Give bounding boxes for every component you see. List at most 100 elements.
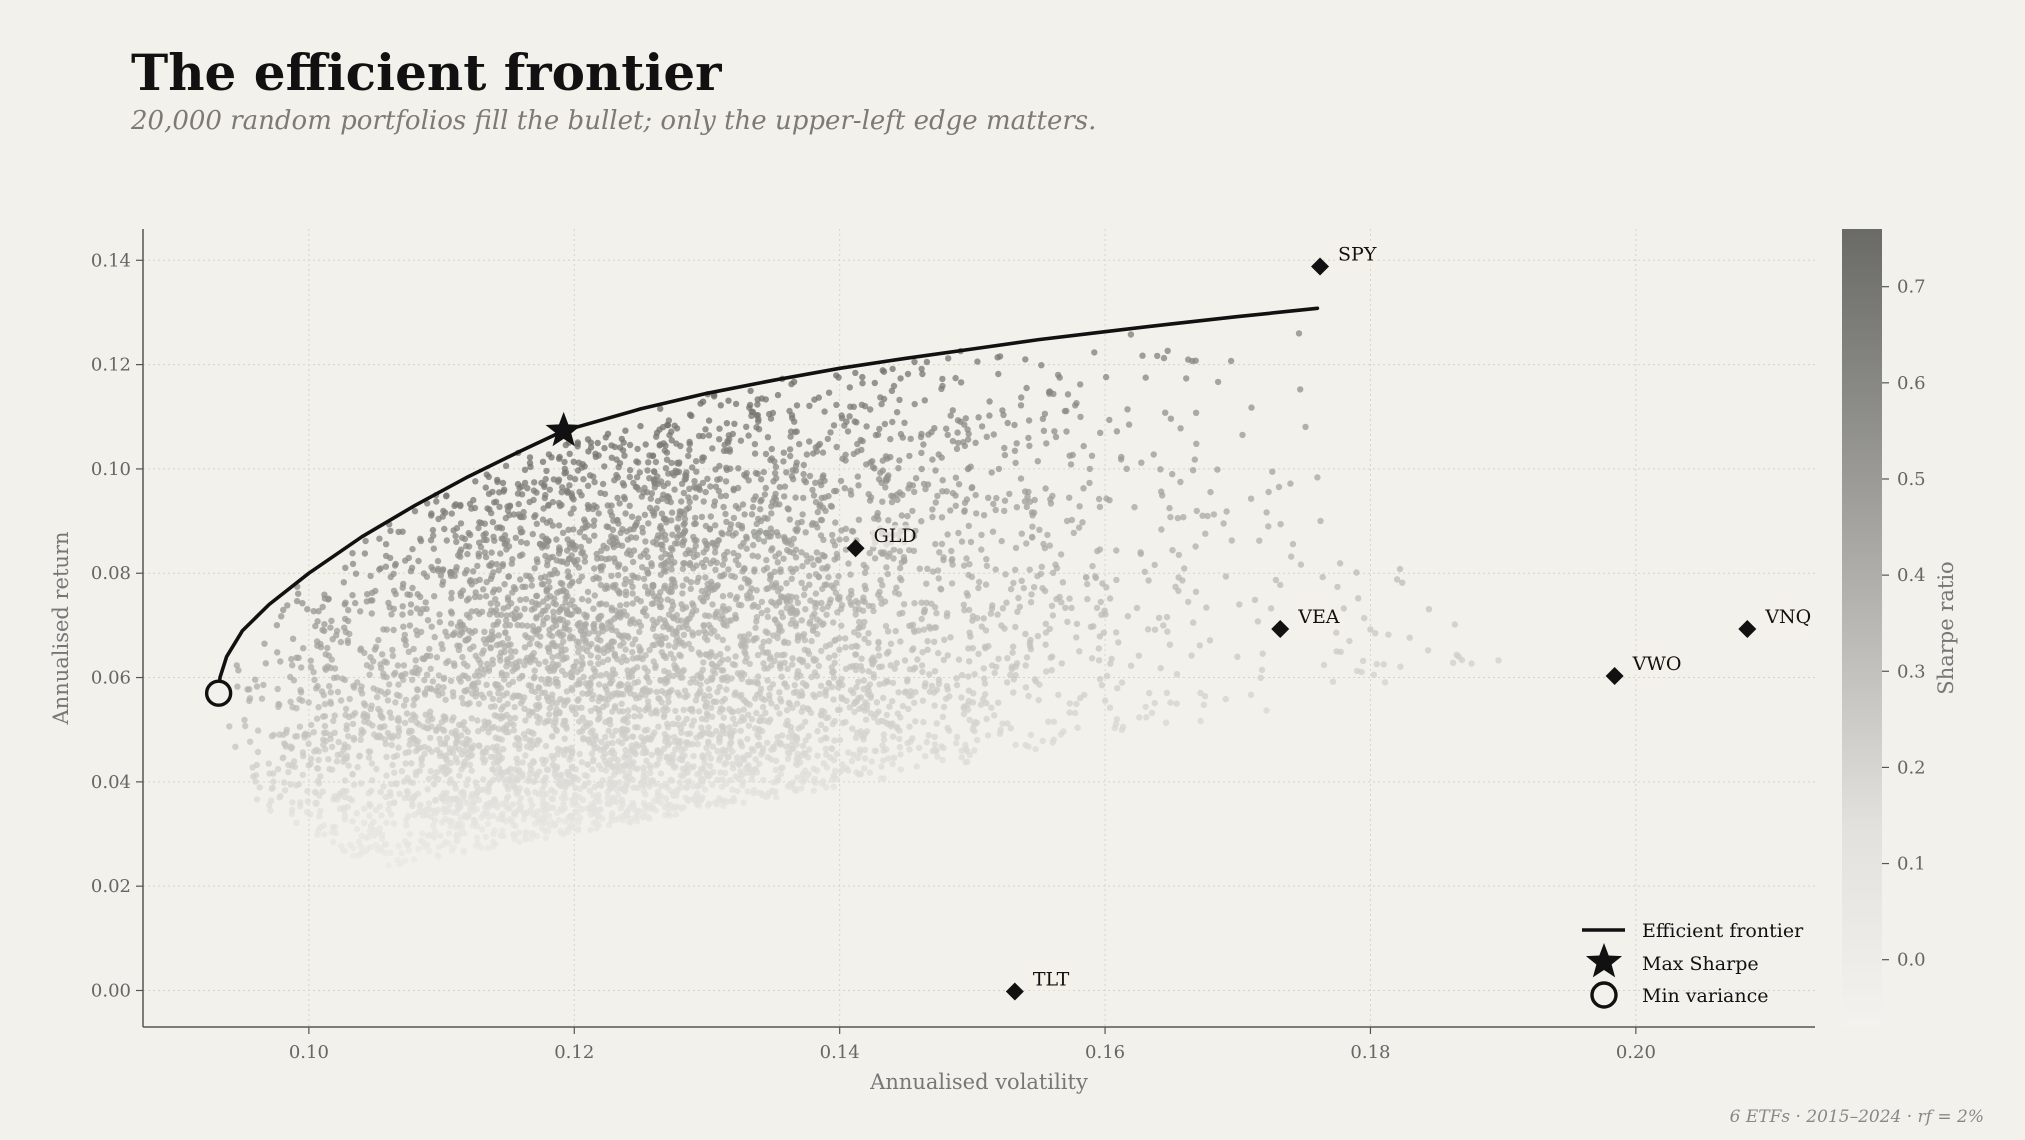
portfolio-point: [587, 660, 594, 667]
portfolio-point: [755, 515, 762, 522]
portfolio-point: [760, 468, 767, 476]
portfolio-point: [825, 679, 832, 687]
portfolio-point: [676, 779, 683, 786]
portfolio-point: [646, 762, 653, 769]
portfolio-point: [1222, 573, 1230, 580]
portfolio-point: [1192, 543, 1199, 550]
portfolio-point: [1012, 566, 1019, 573]
portfolio-point: [277, 658, 284, 665]
portfolio-point: [900, 601, 908, 608]
portfolio-point: [658, 510, 666, 517]
portfolio-point: [623, 601, 630, 608]
portfolio-point: [895, 465, 902, 472]
portfolio-point: [918, 518, 925, 525]
portfolio-point: [983, 433, 990, 440]
portfolio-point: [698, 513, 706, 521]
portfolio-point: [413, 627, 420, 634]
portfolio-point: [664, 801, 671, 808]
portfolio-point: [1037, 570, 1045, 578]
portfolio-point: [532, 789, 539, 796]
portfolio-point: [361, 550, 369, 557]
portfolio-point: [685, 452, 692, 460]
portfolio-point: [784, 717, 791, 724]
portfolio-point: [846, 704, 853, 711]
portfolio-point: [1269, 468, 1276, 475]
portfolio-point: [965, 571, 972, 579]
portfolio-point: [401, 838, 409, 845]
portfolio-point: [570, 505, 577, 512]
portfolio-point: [969, 645, 976, 652]
portfolio-point: [1137, 549, 1144, 556]
portfolio-point: [760, 638, 767, 646]
portfolio-point: [486, 690, 493, 697]
portfolio-point: [528, 598, 536, 606]
portfolio-point: [1167, 699, 1174, 706]
portfolio-point: [932, 540, 939, 548]
portfolio-point: [740, 706, 747, 713]
portfolio-point: [477, 665, 485, 672]
portfolio-point: [764, 434, 772, 441]
portfolio-point: [718, 529, 725, 536]
portfolio-point: [631, 713, 638, 720]
portfolio-point: [699, 794, 706, 801]
gridlines: [143, 229, 1815, 1027]
portfolio-point: [635, 515, 642, 522]
portfolio-point: [578, 595, 586, 603]
portfolio-point: [632, 724, 639, 731]
portfolio-point: [1185, 356, 1192, 363]
portfolio-point: [597, 489, 604, 497]
portfolio-point: [280, 754, 287, 761]
portfolio-point: [386, 709, 394, 716]
portfolio-point: [901, 419, 908, 426]
portfolio-point: [999, 605, 1007, 612]
portfolio-point: [569, 597, 576, 604]
portfolio-point: [1055, 691, 1062, 699]
portfolio-point: [285, 761, 292, 769]
portfolio-point: [1017, 402, 1025, 409]
portfolio-point: [645, 520, 652, 527]
portfolio-point: [771, 616, 779, 623]
portfolio-point: [842, 635, 849, 642]
portfolio-point: [564, 568, 572, 575]
portfolio-point: [445, 830, 453, 837]
portfolio-point: [692, 458, 700, 465]
portfolio-point: [952, 502, 959, 509]
portfolio-point: [642, 538, 649, 545]
portfolio-point: [367, 597, 374, 604]
portfolio-point: [535, 684, 542, 691]
portfolio-point: [1228, 537, 1236, 544]
portfolio-point: [772, 580, 780, 587]
portfolio-point: [669, 720, 677, 728]
portfolio-point: [464, 550, 471, 558]
portfolio-point: [517, 596, 524, 603]
portfolio-point: [893, 584, 900, 591]
portfolio-point: [293, 819, 300, 827]
portfolio-point: [918, 615, 925, 623]
portfolio-point: [729, 661, 737, 668]
portfolio-point: [338, 843, 345, 850]
portfolio-point: [1158, 526, 1165, 533]
portfolio-point: [262, 660, 269, 667]
portfolio-point: [581, 516, 588, 523]
portfolio-point: [357, 608, 364, 615]
portfolio-point: [232, 743, 239, 750]
portfolio-point: [629, 590, 636, 597]
portfolio-point: [958, 538, 966, 545]
portfolio-point: [553, 705, 560, 713]
portfolio-point: [906, 723, 913, 730]
portfolio-point: [965, 522, 972, 530]
portfolio-point: [535, 768, 543, 775]
portfolio-point: [1086, 465, 1094, 473]
portfolio-point: [1370, 671, 1378, 678]
portfolio-point: [953, 739, 960, 747]
portfolio-point: [839, 761, 846, 768]
portfolio-point: [709, 539, 716, 546]
portfolio-point: [312, 799, 319, 807]
portfolio-point: [663, 456, 671, 463]
portfolio-point: [745, 432, 752, 439]
portfolio-point: [865, 668, 872, 675]
portfolio-point: [726, 724, 733, 731]
portfolio-point: [838, 694, 845, 701]
portfolio-point: [1192, 409, 1200, 416]
portfolio-point: [737, 633, 744, 640]
